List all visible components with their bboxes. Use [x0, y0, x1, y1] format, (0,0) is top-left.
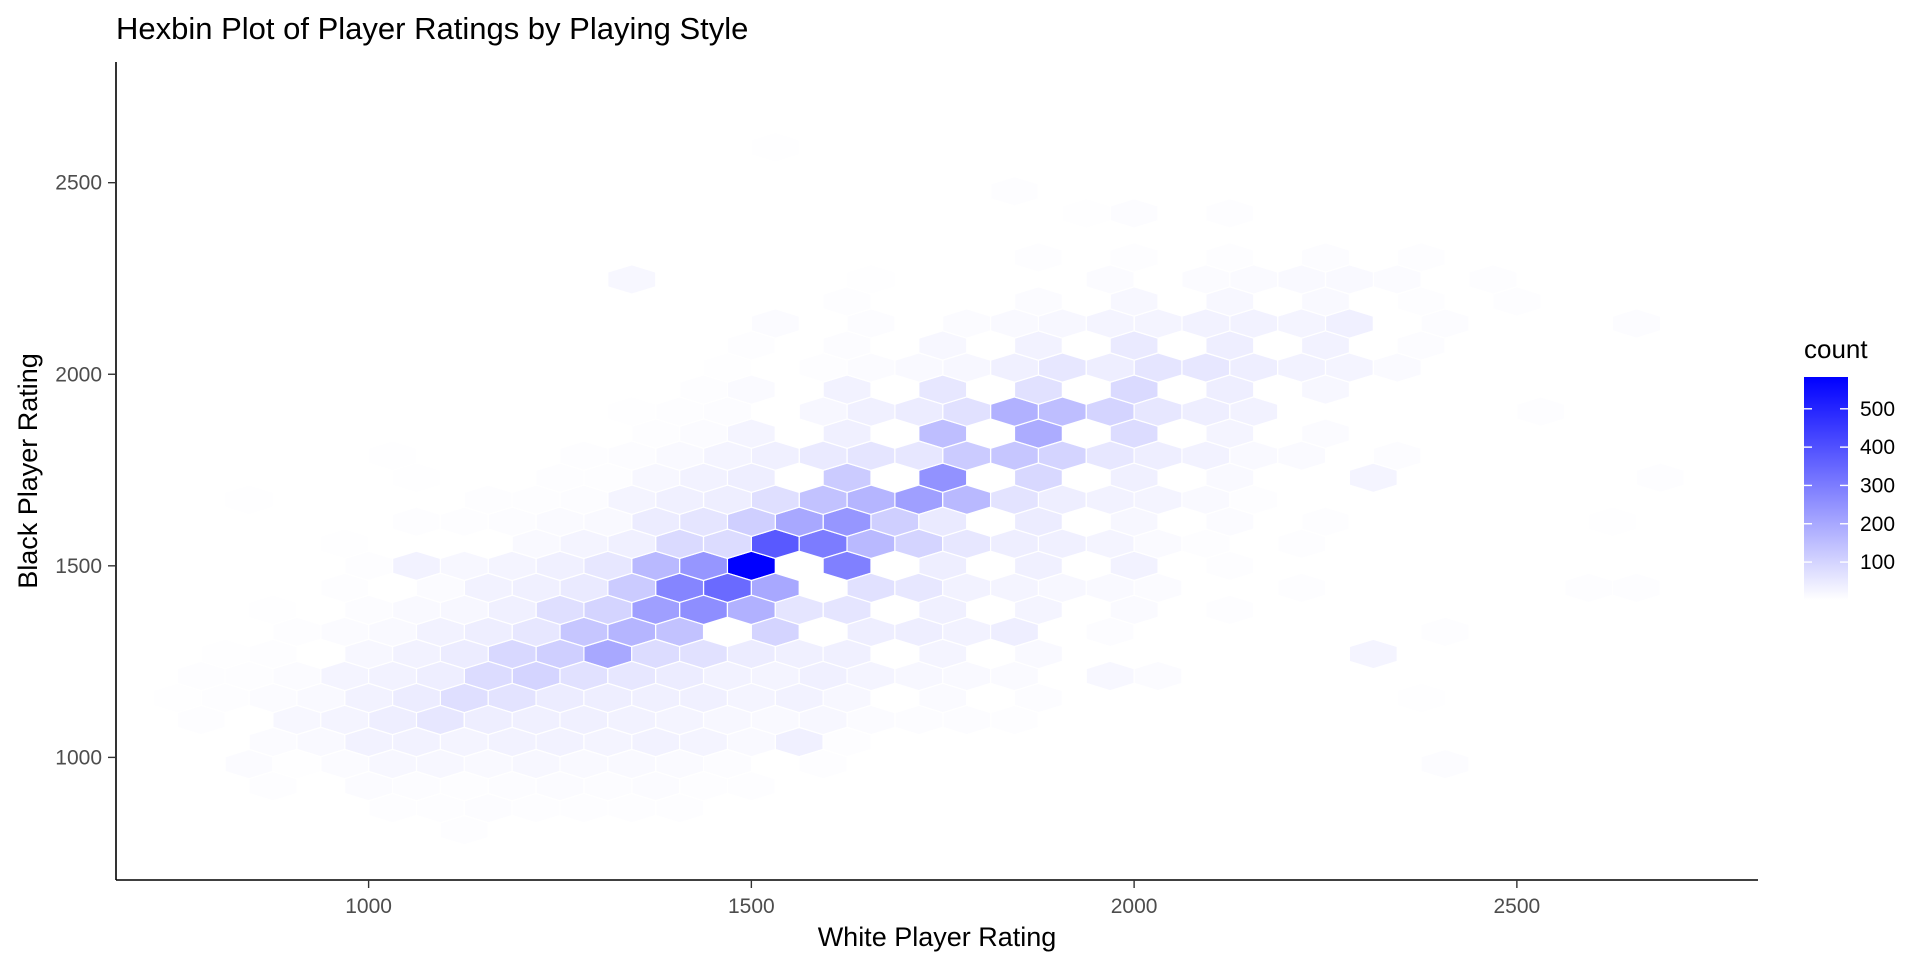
hexbin-cell [1109, 242, 1159, 273]
hexbin-cell [1396, 286, 1446, 317]
hexbin-cell [942, 308, 992, 339]
hexbin-cell [1085, 352, 1135, 383]
hexbin-cell [224, 484, 274, 516]
x-axis-label: White Player Rating [818, 922, 1057, 952]
x-tick-label: 2000 [1111, 895, 1158, 918]
hexbin-cell [1013, 286, 1063, 317]
hexbin-cell [1516, 396, 1566, 427]
hexbin-cell [248, 594, 298, 626]
hexbin-cell [368, 440, 418, 471]
hexbin-cell [1205, 198, 1255, 229]
hexbin-cell [1300, 418, 1351, 449]
hexbin-cell [607, 396, 657, 427]
hexbin-cell [1396, 682, 1446, 714]
hexbin-cell [1635, 462, 1685, 494]
hexbin-cell [607, 264, 657, 295]
hexbin-cell [272, 748, 322, 780]
hexbin-cell [1013, 242, 1063, 273]
hexbin-cell [439, 770, 489, 802]
hexbin-cell [726, 330, 776, 361]
x-tick-label: 2500 [1494, 895, 1541, 918]
hexbin-cell [798, 748, 848, 780]
hexbin-cell [1588, 506, 1638, 538]
hexbin-cell [1420, 748, 1470, 780]
legend-title: count [1804, 334, 1868, 364]
legend-tick-label: 100 [1860, 551, 1895, 574]
hexbin-cell [1229, 484, 1279, 516]
hexbin-cell [750, 131, 800, 163]
hexbin-cell [1133, 572, 1183, 604]
hexbin-cell [1300, 242, 1351, 273]
hexbin-cell [559, 792, 609, 824]
legend: count 100 200 300 400 500 [1804, 334, 1895, 600]
x-tick-label: 1000 [345, 895, 392, 918]
hexbin-cell [1085, 616, 1135, 648]
hexbin-cell [655, 792, 705, 824]
hexbin-cell [1013, 638, 1063, 670]
hexbin-cell [1181, 528, 1231, 560]
legend-colorbar [1804, 377, 1848, 600]
x-tick-label: 1500 [728, 895, 775, 918]
hexbin-cell [368, 792, 418, 824]
hexbin-cell [894, 440, 944, 471]
hexbin-cell [1611, 572, 1662, 604]
hexbin-layer [152, 131, 1685, 846]
hexbin-cell [1420, 616, 1470, 648]
y-axis-label: Black Player Rating [13, 353, 43, 589]
hexbin-cell [439, 814, 489, 846]
y-tick-label: 2000 [55, 363, 102, 386]
hexbin-cell [989, 175, 1040, 207]
hexbin-cell [1133, 660, 1183, 692]
hexbin-cell [224, 660, 274, 692]
hexbin-cell [1611, 308, 1662, 339]
hexbin-cell [798, 396, 848, 427]
hexbin-cell [152, 682, 202, 714]
hexbin-cell [1205, 594, 1255, 626]
legend-tick-label: 300 [1860, 474, 1895, 497]
legend-tick-label: 400 [1860, 436, 1895, 459]
hexbin-cell [894, 704, 944, 736]
legend-ticks: 100 200 300 400 500 [1804, 398, 1895, 574]
hexbin-cell [344, 550, 394, 582]
hexbin-cell [1277, 572, 1327, 604]
hexbin-cell [559, 440, 609, 471]
hexbin-cell [1300, 506, 1351, 538]
hexbin-cell [415, 572, 465, 604]
hexbin-cell [918, 506, 968, 538]
hexbin-cell [1492, 286, 1542, 317]
chart-title: Hexbin Plot of Player Ratings by Playing… [116, 11, 748, 46]
hexbin-cell [607, 704, 657, 736]
hexbin-cell [1372, 440, 1422, 471]
legend-tick-label: 200 [1860, 513, 1895, 536]
x-axis-ticks: 1000 1500 2000 2500 [345, 880, 1540, 918]
hexbin-cell [798, 352, 848, 383]
y-tick-label: 1000 [55, 746, 102, 769]
hexbin-cell [1348, 638, 1398, 670]
hexbin-cell [1061, 198, 1111, 229]
hexbin-cell [846, 264, 896, 295]
legend-tick-label: 500 [1860, 398, 1895, 421]
y-axis-ticks: 1000 1500 2000 2500 [55, 172, 116, 769]
y-tick-label: 1500 [55, 555, 102, 578]
hexbin-cell [1205, 242, 1255, 273]
hexbin-cell [774, 594, 824, 626]
y-tick-label: 2500 [55, 172, 102, 195]
hexbin-cell [1396, 242, 1446, 273]
